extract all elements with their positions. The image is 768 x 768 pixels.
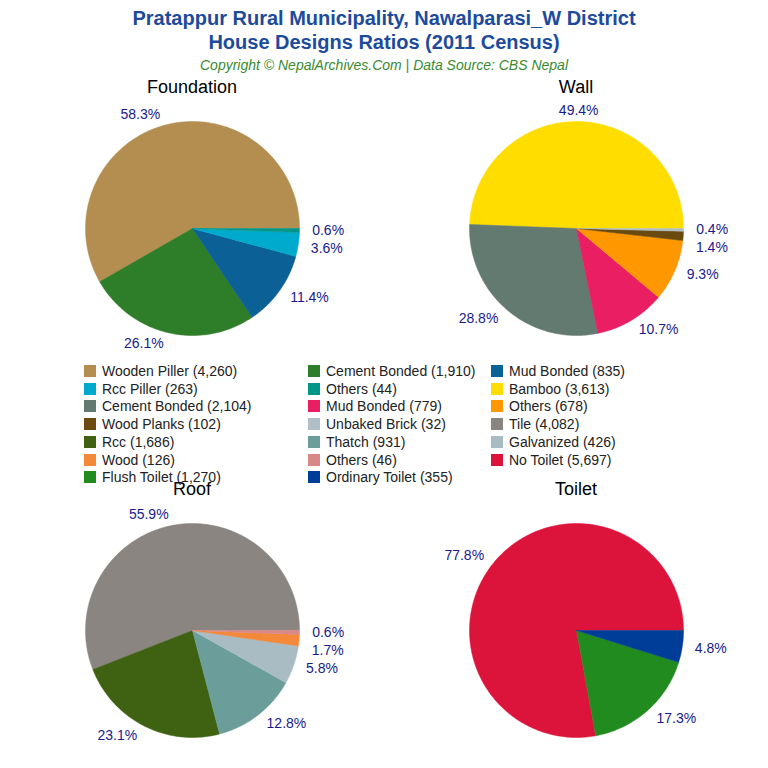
svg-text:1.7%: 1.7% <box>312 642 344 658</box>
html-text:Toilet: Toilet <box>555 479 597 499</box>
html-text:Wooden Piller (4,260): Wooden Piller (4,260) <box>102 363 238 379</box>
svg-text:12.8%: 12.8% <box>267 715 307 731</box>
html-text:Unbaked Brick (32): Unbaked Brick (32) <box>326 416 446 433</box>
svg-text:23.1%: 23.1% <box>97 727 137 743</box>
html-text:Roof: Roof <box>173 479 211 499</box>
svg-text:0.4%: 0.4% <box>696 221 728 237</box>
html-text:Cement Bonded (2,104): Cement Bonded (2,104) <box>102 398 252 415</box>
html-text:Flush Toilet (1,270): Flush Toilet (1,270) <box>102 469 221 486</box>
html-text:Wall: Wall <box>558 77 594 97</box>
html-text:Others (678): Others (678) <box>509 398 588 415</box>
html-text:Copyright © NepalArchives.Com: Copyright © NepalArchives.Com | Data Sou… <box>200 57 568 73</box>
svg-text:0.6%: 0.6% <box>312 624 344 640</box>
svg-text:4.8%: 4.8% <box>695 640 727 656</box>
svg-text:26.1%: 26.1% <box>124 335 164 351</box>
html-text:Foundation: Foundation <box>147 77 237 97</box>
html-text:Rcc (1,686): Rcc (1,686) <box>102 433 175 450</box>
html-text:No Toilet (5,697): No Toilet (5,697) <box>509 451 612 468</box>
html-text:Rcc Piller (263): Rcc Piller (263) <box>102 380 198 397</box>
html-text:Wood Planks (102): Wood Planks (102) <box>102 416 221 433</box>
html-text:Thatch (931): Thatch (931) <box>326 433 406 450</box>
html-text:Tile (4,082): Tile (4,082) <box>509 416 580 433</box>
html-text:Bamboo (3,613): Bamboo (3,613) <box>509 380 610 397</box>
html-text:Others (44): Others (44) <box>326 380 397 397</box>
html-text:Mud Bonded (779): Mud Bonded (779) <box>326 398 442 415</box>
svg-text:9.3%: 9.3% <box>687 266 719 282</box>
svg-text:10.7%: 10.7% <box>639 321 679 337</box>
svg-text:1.4%: 1.4% <box>696 239 728 255</box>
svg-text:55.9%: 55.9% <box>129 506 169 522</box>
html-text:Cement Bonded (1,910): Cement Bonded (1,910) <box>326 363 476 379</box>
svg-text:5.8%: 5.8% <box>306 660 338 676</box>
svg-text:17.3%: 17.3% <box>657 710 697 726</box>
svg-text:28.8%: 28.8% <box>459 310 499 326</box>
svg-text:0.6%: 0.6% <box>312 222 344 238</box>
svg-text:49.4%: 49.4% <box>559 102 599 118</box>
html-text:Mud Bonded (835): Mud Bonded (835) <box>509 363 625 379</box>
html-text:Pratappur Rural Municipality,: Pratappur Rural Municipality, Nawalparas… <box>132 7 636 53</box>
html-text:Wood (126): Wood (126) <box>102 451 175 468</box>
html-text:Galvanized (426): Galvanized (426) <box>509 433 616 450</box>
html-text:Others (46): Others (46) <box>326 451 397 468</box>
svg-text:58.3%: 58.3% <box>120 106 160 122</box>
svg-text:11.4%: 11.4% <box>290 289 329 305</box>
svg-text:3.6%: 3.6% <box>311 240 343 256</box>
html-text:Ordinary Toilet (355): Ordinary Toilet (355) <box>326 469 453 486</box>
svg-text:77.8%: 77.8% <box>444 547 484 563</box>
